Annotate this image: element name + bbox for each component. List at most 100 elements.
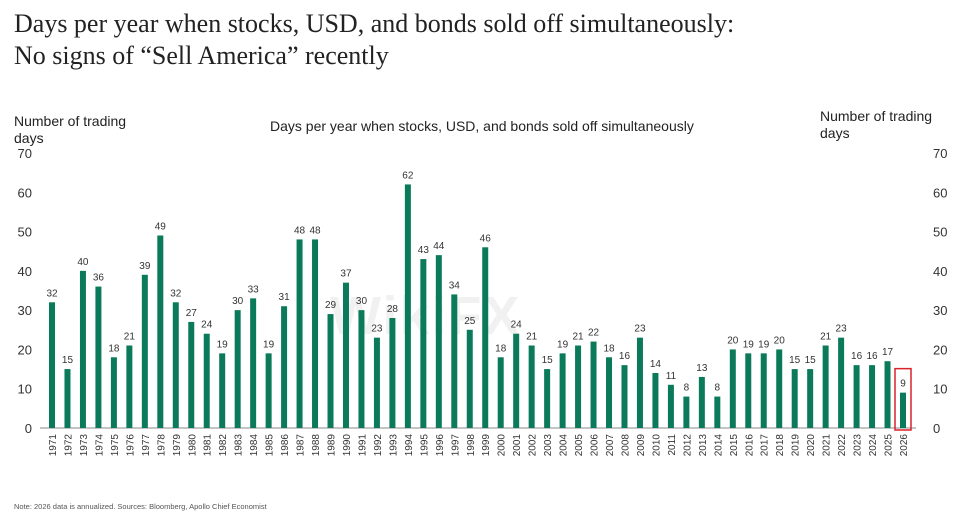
data-label-1982: 19: [217, 339, 229, 350]
data-label-1974: 36: [93, 273, 105, 284]
bar-2000: [497, 357, 504, 428]
data-label-2018: 20: [774, 335, 786, 346]
x-tick-1974: 1974: [94, 434, 105, 457]
x-tick-2007: 2007: [605, 434, 616, 457]
x-tick-1986: 1986: [280, 434, 291, 457]
x-tick-2005: 2005: [574, 434, 585, 457]
y-tick-right: 50: [933, 225, 947, 240]
data-label-1981: 24: [201, 320, 213, 331]
bar-1977: [141, 274, 148, 428]
x-tick-1983: 1983: [234, 434, 245, 457]
bar-1986: [281, 306, 288, 428]
data-label-2001: 24: [511, 320, 523, 331]
data-label-2019: 15: [789, 355, 801, 366]
y-tick-left: 50: [18, 225, 32, 240]
data-label-2025: 17: [882, 347, 894, 358]
data-label-1977: 39: [139, 261, 151, 272]
highlight-box: [894, 367, 912, 431]
y-tick-right: 60: [933, 185, 947, 200]
x-tick-2002: 2002: [528, 434, 539, 457]
footnote: Note: 2026 data is annualized. Sources: …: [14, 502, 267, 511]
data-label-1992: 23: [371, 324, 383, 335]
bar-1985: [265, 353, 272, 428]
data-label-1984: 33: [248, 284, 260, 295]
data-label-1976: 21: [124, 332, 136, 343]
bar-2014: [714, 396, 721, 428]
y-tick-right: 70: [933, 146, 947, 161]
data-label-2002: 21: [526, 332, 538, 343]
x-tick-1998: 1998: [466, 434, 477, 457]
y-tick-left: 70: [18, 146, 32, 161]
x-tick-1995: 1995: [419, 434, 430, 457]
data-label-1995: 43: [418, 245, 430, 256]
x-tick-2012: 2012: [682, 434, 693, 457]
x-tick-2026: 2026: [899, 434, 910, 457]
x-tick-1984: 1984: [249, 434, 260, 457]
data-label-1980: 27: [186, 308, 198, 319]
bar-1996: [435, 255, 442, 428]
data-label-1985: 19: [263, 339, 275, 350]
x-tick-2013: 2013: [698, 434, 709, 457]
x-tick-2024: 2024: [868, 434, 879, 457]
x-tick-1997: 1997: [450, 434, 461, 457]
data-label-2026: 9: [900, 379, 906, 390]
x-tick-2020: 2020: [806, 434, 817, 457]
bar-2004: [559, 353, 566, 428]
x-tick-2015: 2015: [729, 434, 740, 457]
y-tick-right: 20: [933, 342, 947, 357]
bar-1975: [110, 357, 117, 428]
bar-1989: [327, 314, 334, 428]
x-tick-2008: 2008: [620, 434, 631, 457]
data-label-1978: 49: [155, 222, 167, 233]
data-label-2015: 20: [727, 335, 739, 346]
bar-1978: [157, 235, 164, 428]
bar-1987: [296, 239, 303, 428]
y-tick-left: 10: [18, 382, 32, 397]
data-label-1986: 31: [279, 292, 291, 303]
data-label-2012: 8: [684, 383, 690, 394]
bar-1971: [49, 302, 55, 428]
bar-1997: [451, 294, 458, 428]
y-tick-left: 0: [25, 421, 32, 436]
data-label-2005: 21: [573, 332, 585, 343]
data-label-2008: 16: [619, 351, 631, 362]
data-label-1975: 18: [108, 343, 120, 354]
data-label-1998: 25: [464, 316, 476, 327]
bar-1981: [203, 333, 210, 428]
bar-2001: [513, 333, 520, 428]
x-tick-2019: 2019: [791, 434, 802, 457]
x-tick-1992: 1992: [373, 434, 384, 457]
x-tick-1990: 1990: [342, 434, 353, 457]
bar-2006: [590, 341, 597, 428]
bar-2026: [900, 392, 906, 428]
x-tick-2009: 2009: [636, 434, 647, 457]
x-tick-2016: 2016: [744, 434, 755, 457]
bar-1993: [389, 318, 396, 428]
data-label-1979: 32: [170, 288, 182, 299]
x-tick-2011: 2011: [667, 434, 678, 456]
x-tick-2006: 2006: [590, 434, 601, 457]
bar-1983: [234, 310, 241, 428]
y-tick-left: 30: [18, 303, 32, 318]
y-tick-left: 60: [18, 185, 32, 200]
bar-1991: [358, 310, 365, 428]
page-title: Days per year when stocks, USD, and bond…: [14, 8, 734, 72]
chart-title: Days per year when stocks, USD, and bond…: [270, 118, 694, 134]
title-line-1: Days per year when stocks, USD, and bond…: [14, 9, 735, 38]
right-axis-label: Number of trading days: [820, 108, 933, 141]
bar-2023: [853, 365, 860, 428]
bar-2019: [791, 369, 798, 428]
bar-2020: [807, 369, 814, 428]
x-tick-2021: 2021: [822, 434, 833, 457]
data-label-1983: 30: [232, 296, 244, 307]
bar-2010: [652, 373, 659, 428]
y-tick-right: 40: [933, 264, 947, 279]
data-label-2016: 19: [743, 339, 755, 350]
bar-1995: [420, 259, 427, 428]
data-label-1993: 28: [387, 304, 399, 315]
x-tick-1996: 1996: [435, 434, 446, 457]
x-tick-1973: 1973: [79, 434, 90, 457]
x-tick-1985: 1985: [265, 434, 276, 457]
bar-2007: [606, 357, 613, 428]
